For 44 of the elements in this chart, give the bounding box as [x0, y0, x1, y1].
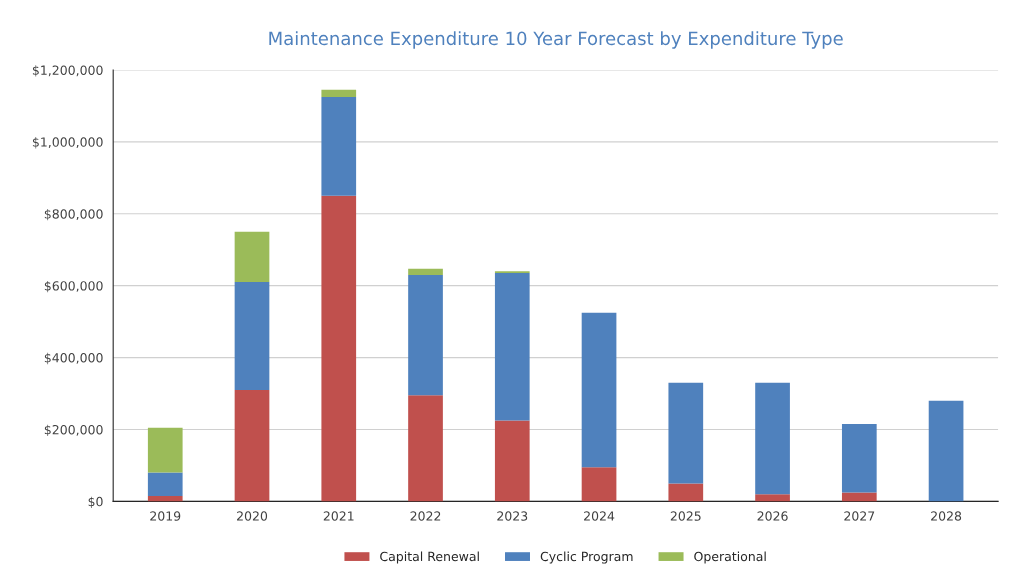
legend-label: Capital Renewal	[380, 551, 479, 564]
bar	[234, 282, 270, 390]
y-tick-label: $1,200,000	[32, 65, 103, 77]
bar	[147, 427, 183, 473]
x-tick-label: 2028	[931, 511, 962, 521]
y-tick-label: $0	[88, 496, 103, 508]
bar	[841, 424, 877, 493]
bar	[147, 472, 183, 496]
bar	[234, 389, 270, 502]
bar	[321, 89, 357, 97]
bar	[755, 494, 790, 502]
bar	[928, 400, 964, 502]
bar	[234, 231, 270, 283]
chart-title: Maintenance Expenditure 10 Year Forecast by Expenditure Type	[269, 31, 843, 49]
bar	[147, 495, 183, 502]
x-tick-label: 2023	[497, 511, 528, 521]
x-tick-label: 2026	[757, 511, 788, 521]
y-tick-label: $1,000,000	[32, 137, 103, 149]
y-tick-label: $200,000	[44, 424, 103, 437]
x-tick-label: 2020	[237, 511, 268, 521]
x-tick-label: 2021	[323, 511, 354, 521]
bar	[755, 382, 790, 495]
bar	[408, 274, 443, 396]
bar	[494, 420, 530, 502]
x-tick-label: 2022	[410, 511, 441, 521]
x-tick-label: 2024	[584, 511, 615, 521]
x-tick-label: 2025	[670, 511, 701, 521]
bar	[408, 395, 443, 502]
y-tick-label: $400,000	[44, 352, 103, 365]
bar	[321, 195, 357, 502]
bar	[841, 492, 877, 502]
y-tick-label: $800,000	[44, 209, 103, 221]
legend-label: Operational	[694, 551, 766, 564]
bar	[581, 312, 617, 468]
bar	[581, 467, 617, 502]
bar	[408, 268, 443, 275]
legend-label: Cyclic Program	[540, 551, 633, 564]
y-tick-label: $600,000	[44, 280, 103, 293]
bar	[668, 483, 704, 502]
x-tick-label: 2027	[844, 511, 875, 521]
bar	[668, 382, 704, 484]
bar	[494, 273, 530, 421]
x-tick-label: 2019	[150, 511, 181, 521]
bar	[321, 96, 357, 196]
